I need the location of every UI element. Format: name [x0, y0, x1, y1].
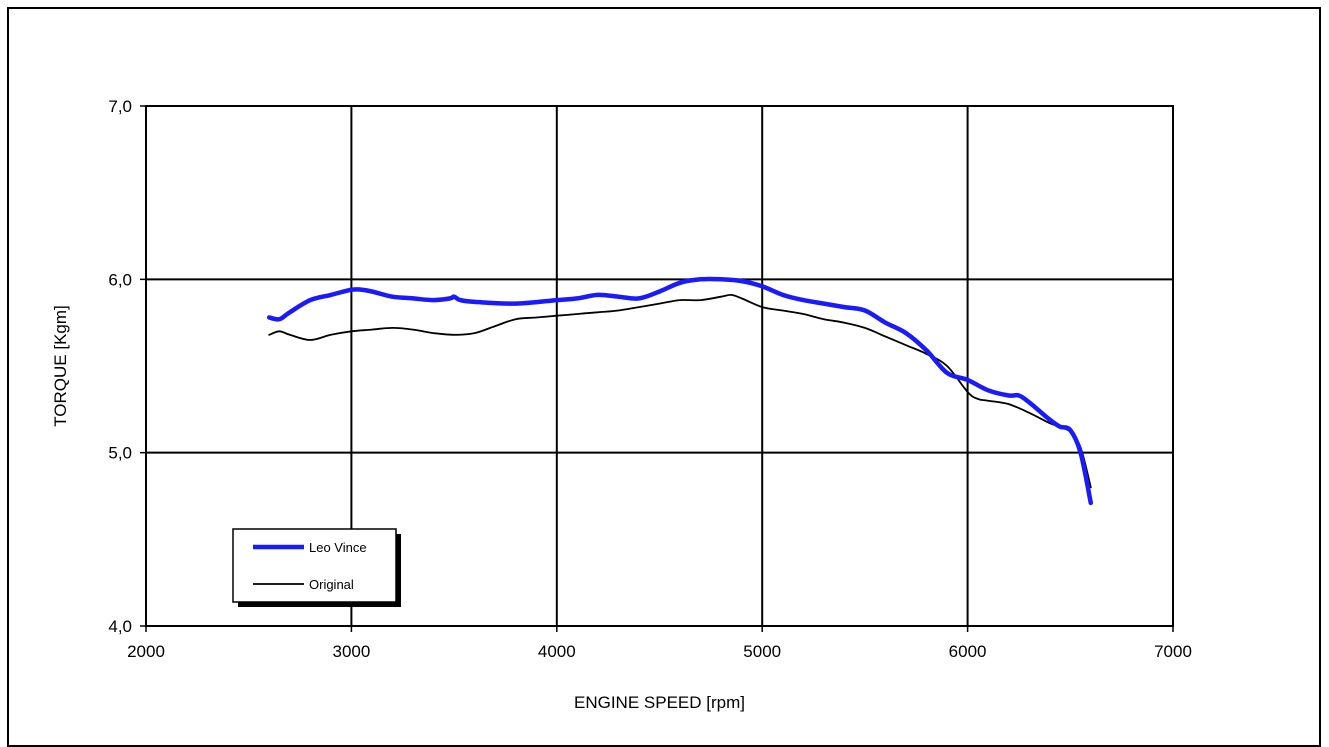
- x-axis-ticks: 2000 3000 4000 5000 6000 7000: [127, 626, 1192, 661]
- legend-label-1: Original: [309, 577, 354, 592]
- chart-frame: [7, 7, 1321, 747]
- x-tick-label: 7000: [1154, 642, 1192, 661]
- y-tick-label: 5,0: [108, 444, 132, 463]
- y-tick-label: 4,0: [108, 617, 132, 636]
- x-tick-label: 6000: [949, 642, 987, 661]
- x-axis-label: ENGINE SPEED [rpm]: [574, 693, 745, 712]
- x-tick-label: 2000: [127, 642, 165, 661]
- series-line-0: [266, 276, 1094, 506]
- legend-label-0: Leo Vince: [309, 540, 367, 555]
- y-tick-label: 6,0: [108, 270, 132, 289]
- x-tick-label: 5000: [743, 642, 781, 661]
- series-layer: [266, 276, 1094, 506]
- legend-box: [232, 528, 397, 603]
- y-axis-ticks: 4,0 5,0 6,0 7,0: [108, 97, 146, 636]
- x-tick-label: 3000: [332, 642, 370, 661]
- torque-chart: 2000 3000 4000 5000 6000 7000 4,0 5,0 6,0 7,0 EN…: [51, 97, 1192, 712]
- y-tick-label: 7,0: [108, 97, 132, 116]
- x-tick-label: 4000: [538, 642, 576, 661]
- y-axis-label: TORQUE [Kgm]: [51, 305, 70, 427]
- series-line-1: [268, 293, 1092, 489]
- legend: Leo Vince Original: [232, 528, 401, 607]
- plot-area: [145, 105, 1174, 627]
